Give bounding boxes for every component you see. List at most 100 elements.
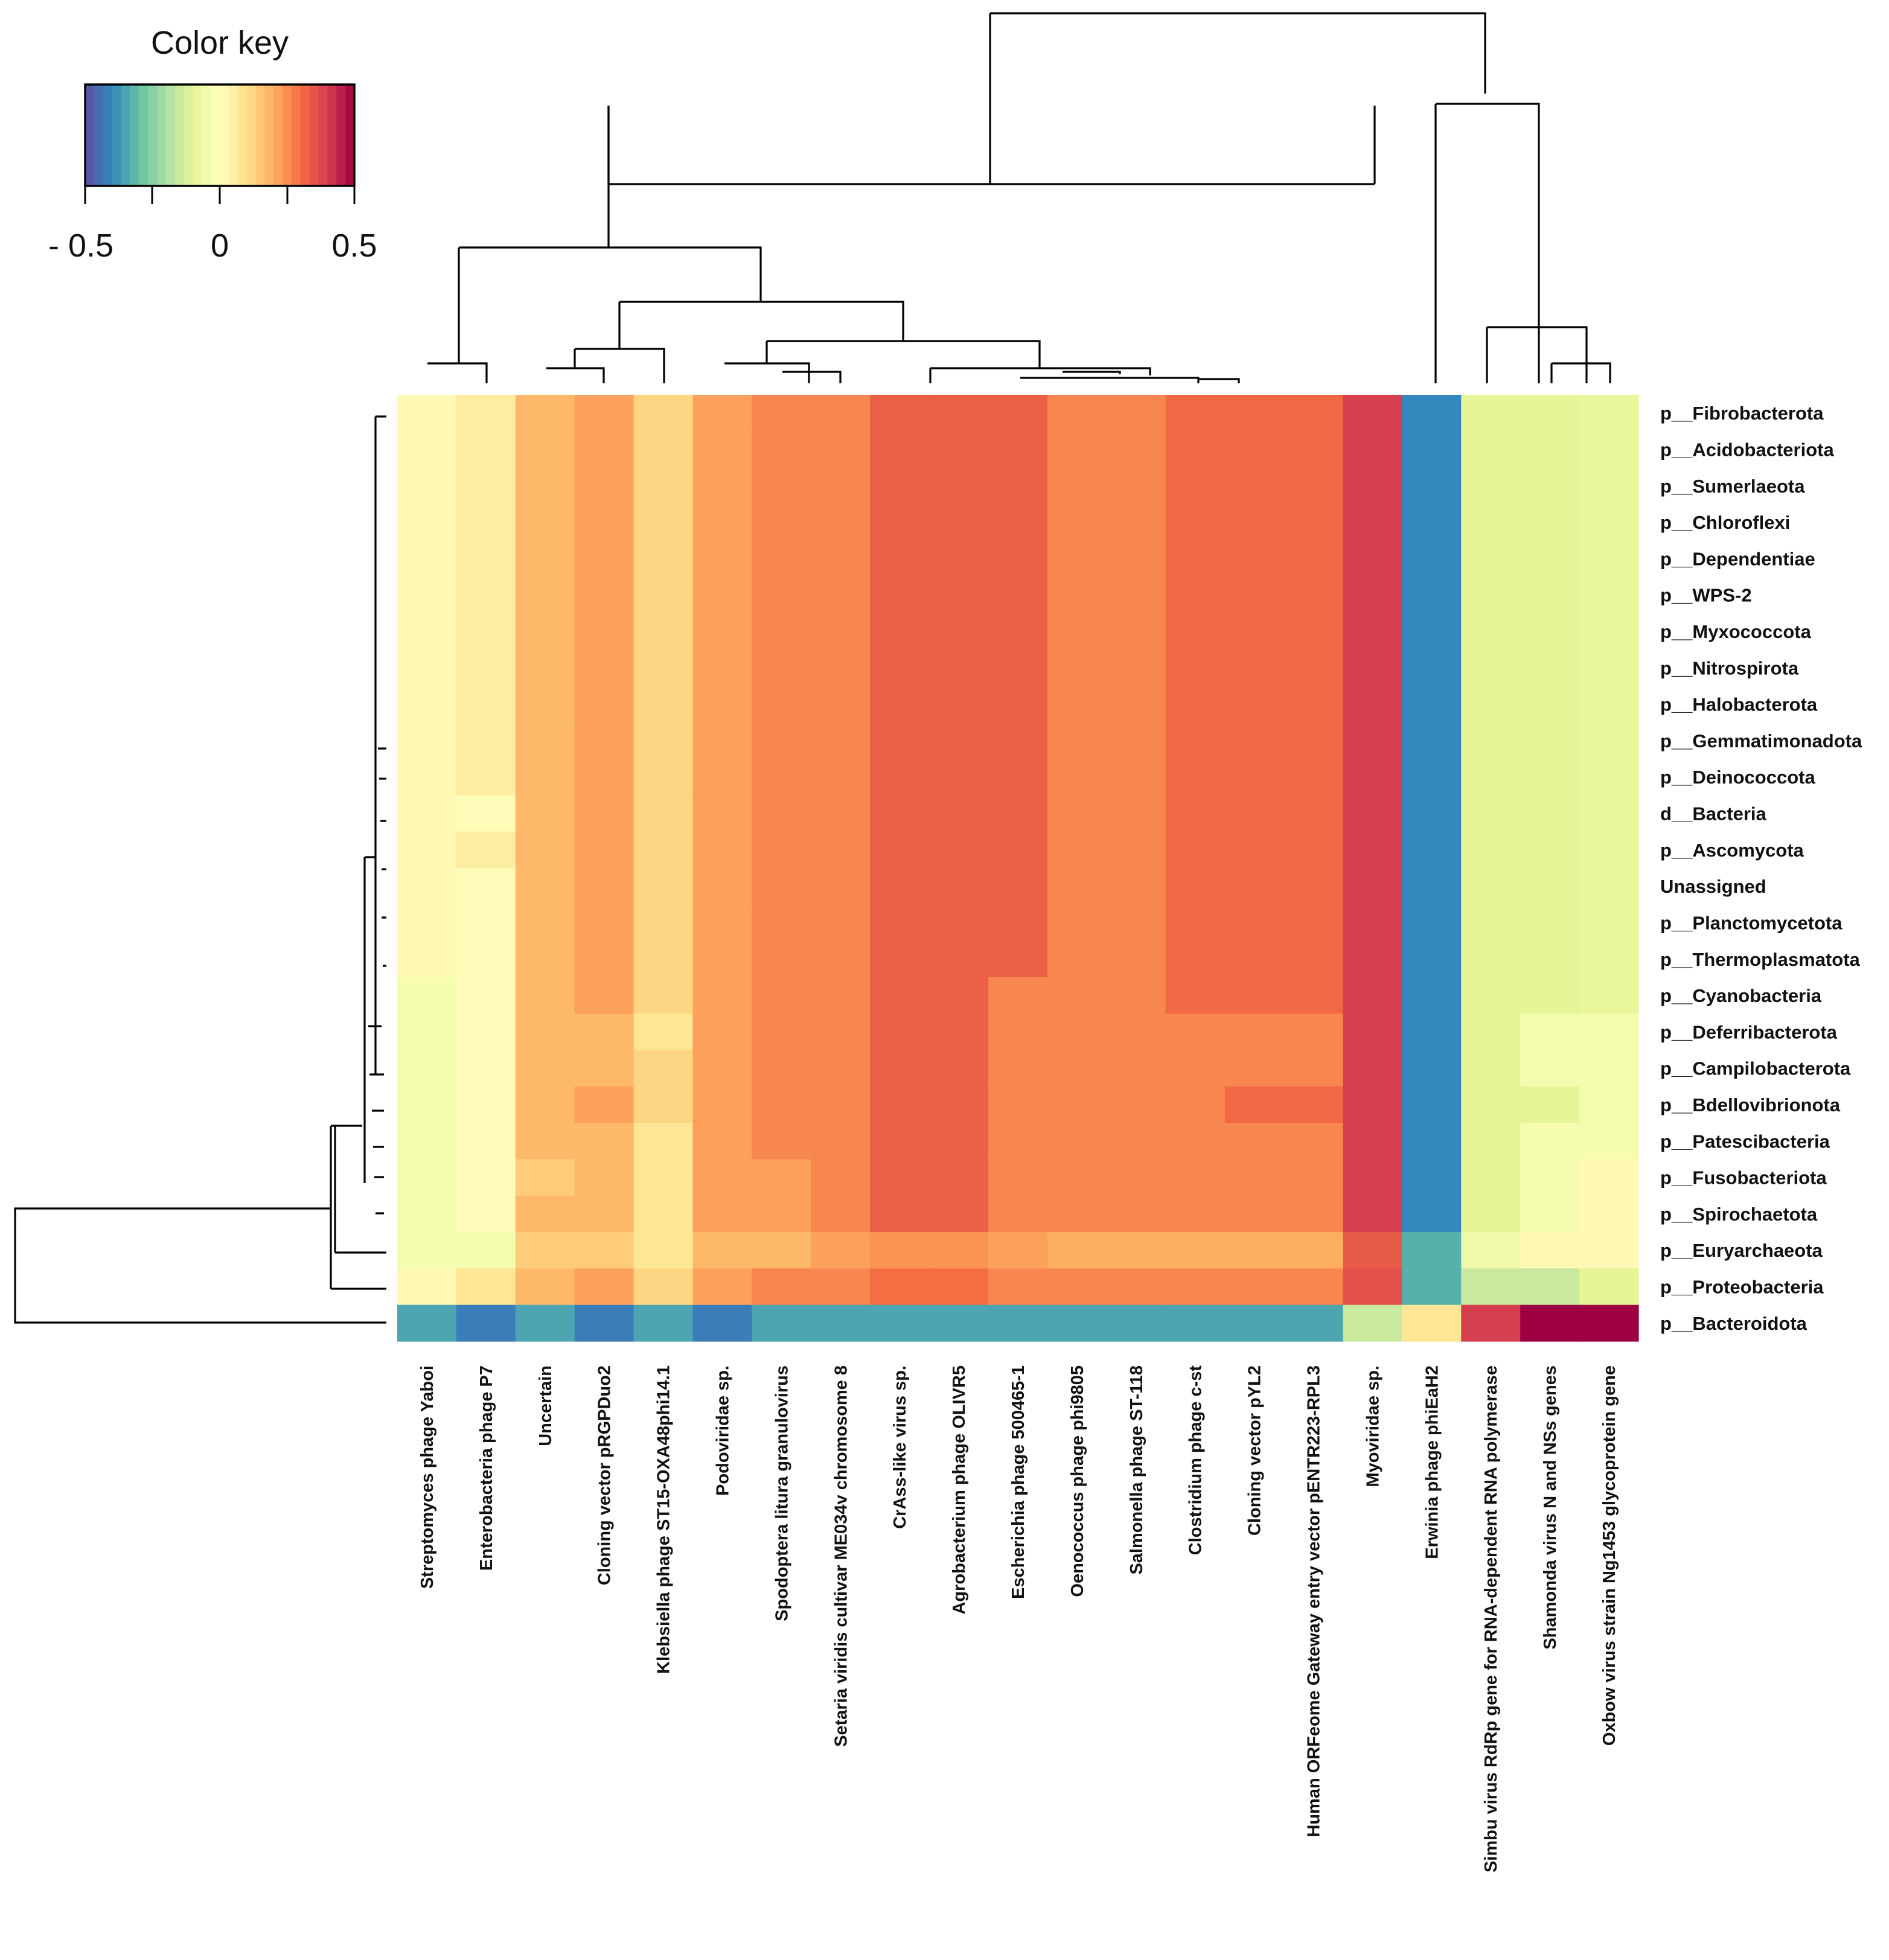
heatmap-cell [397,686,457,723]
heatmap-cell [752,395,811,432]
heatmap-cell [1165,1232,1226,1269]
heatmap-cell [1402,686,1462,723]
heatmap-cell [515,1014,575,1051]
heatmap-cell [929,831,989,869]
heatmap-cell [752,759,811,796]
heatmap-cell [811,1268,871,1306]
heatmap-cell [1165,540,1226,578]
column-label: Agrobacterium phage OLIVR5 [950,1365,969,1615]
heatmap-cell [515,431,575,468]
heatmap-cell [1224,613,1285,650]
heatmap-cell [870,576,930,614]
heatmap-cell [1579,650,1639,687]
column-label: Uncertain [536,1365,555,1446]
heatmap-cell [515,1123,575,1160]
heatmap-cell [811,977,871,1014]
heatmap-cell [1106,1232,1166,1269]
heatmap-cell [692,1123,753,1160]
heatmap-cell [574,831,634,869]
heatmap-cell [515,467,575,505]
heatmap-cell [1579,1014,1639,1051]
heatmap-cell [1461,1014,1521,1051]
heatmap-cell [692,977,753,1014]
heatmap-cell [929,1268,989,1306]
heatmap-cell [1461,1195,1521,1233]
heatmap-cell [1106,540,1166,578]
heatmap-cell [1461,503,1521,541]
heatmap-cell [752,940,811,978]
row-label: p__Fibrobacterota [1660,403,1824,424]
heatmap-cell [1402,1086,1462,1123]
heatmap-cell [397,977,457,1014]
heatmap-cell [397,613,457,650]
heatmap-cell [1283,613,1344,650]
row-label: p__Patescibacteria [1660,1131,1830,1152]
heatmap-cell [1343,1050,1402,1087]
heatmap-cell [1520,1123,1580,1160]
heatmap-cell [1461,722,1521,759]
heatmap-cell [1165,940,1226,978]
heatmap-cell [1520,576,1580,614]
heatmap-cell [1461,431,1521,468]
heatmap-cell [515,904,575,942]
heatmap-cell [397,831,457,869]
heatmap-cell [515,977,575,1014]
heatmap-cell [633,759,694,796]
heatmap-cell [1461,576,1521,614]
heatmap-cell [692,868,753,905]
heatmap-cell [1165,467,1226,505]
heatmap-cell [1106,686,1166,723]
color-key-segment [184,85,193,186]
heatmap-cell [811,613,871,650]
heatmap-cell [456,650,516,687]
heatmap-cell [1343,1159,1402,1196]
heatmap-cell [929,686,989,723]
heatmap-cell [988,1086,1048,1123]
heatmap-cell [1520,686,1580,723]
heatmap-cell [574,904,634,942]
heatmap-cell [456,904,516,942]
heatmap-cell [1224,1268,1285,1306]
heatmap-cell [929,795,989,832]
heatmap-cell [397,431,457,468]
row-label: p__Euryarchaeota [1660,1240,1823,1261]
heatmap-cell [456,977,516,1014]
heatmap-cell [1165,1195,1226,1233]
heatmap-cell [752,1304,811,1342]
heatmap-cell [988,1268,1048,1306]
heatmap-cell [1047,1268,1107,1306]
heatmap-cell [1402,795,1462,832]
heatmap-cell [1165,503,1226,541]
heatmap-cell [574,1232,634,1269]
heatmap-cell [929,613,989,650]
heatmap-cell [870,650,930,687]
heatmap-cell [633,650,694,687]
heatmap-cell [397,1232,457,1269]
heatmap-cell [574,1304,634,1342]
heatmap-cell [870,1268,930,1306]
heatmap-cell [811,686,871,723]
heatmap-cell [633,1268,694,1306]
heatmap-cell [752,431,811,468]
heatmap-cell [1402,1304,1462,1342]
row-label: p__Bacteroidota [1660,1313,1807,1334]
heatmap-cell [870,1304,930,1342]
heatmap-cell [633,868,694,905]
heatmap-cell [1461,540,1521,578]
heatmap-cell [692,1159,753,1196]
heatmap-cell [1579,1086,1639,1123]
heatmap-cell [752,977,811,1014]
heatmap-cell [1461,868,1521,905]
heatmap-cell [1343,831,1402,869]
heatmap-cell [515,759,575,796]
heatmap-cell [574,868,634,905]
heatmap-cell [929,940,989,978]
heatmap-cell [1343,1123,1402,1160]
heatmap-cell [1106,1123,1166,1160]
heatmap-cell [397,795,457,832]
heatmap-cell [1224,831,1285,869]
heatmap-cell [752,1159,811,1196]
heatmap-cell [870,1232,930,1269]
heatmap-cell [752,1086,811,1123]
heatmap-cell [1047,977,1107,1014]
